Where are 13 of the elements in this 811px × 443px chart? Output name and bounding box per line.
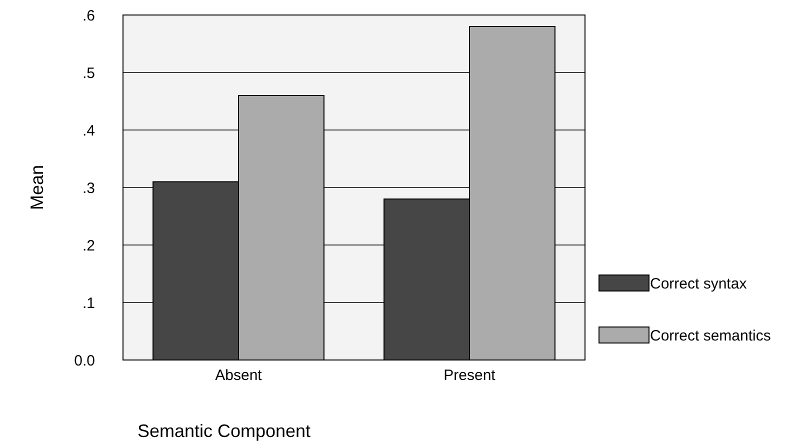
y-tick-label: .2	[82, 237, 95, 254]
x-axis-title: Semantic Component	[137, 421, 311, 441]
y-tick-label: .6	[82, 7, 95, 24]
y-tick-label: .3	[82, 180, 95, 197]
x-tick-label: Absent	[215, 367, 263, 384]
x-tick-label: Present	[444, 367, 496, 384]
y-tick-label: 0.0	[74, 352, 95, 370]
legend-label: Correct syntax	[650, 275, 748, 292]
legend-label: Correct semantics	[650, 327, 771, 344]
y-tick-label: .5	[82, 64, 95, 82]
y-axis-title: Mean	[27, 164, 47, 210]
y-tick-label: .1	[82, 294, 95, 312]
y-tick-label: .4	[82, 122, 95, 140]
